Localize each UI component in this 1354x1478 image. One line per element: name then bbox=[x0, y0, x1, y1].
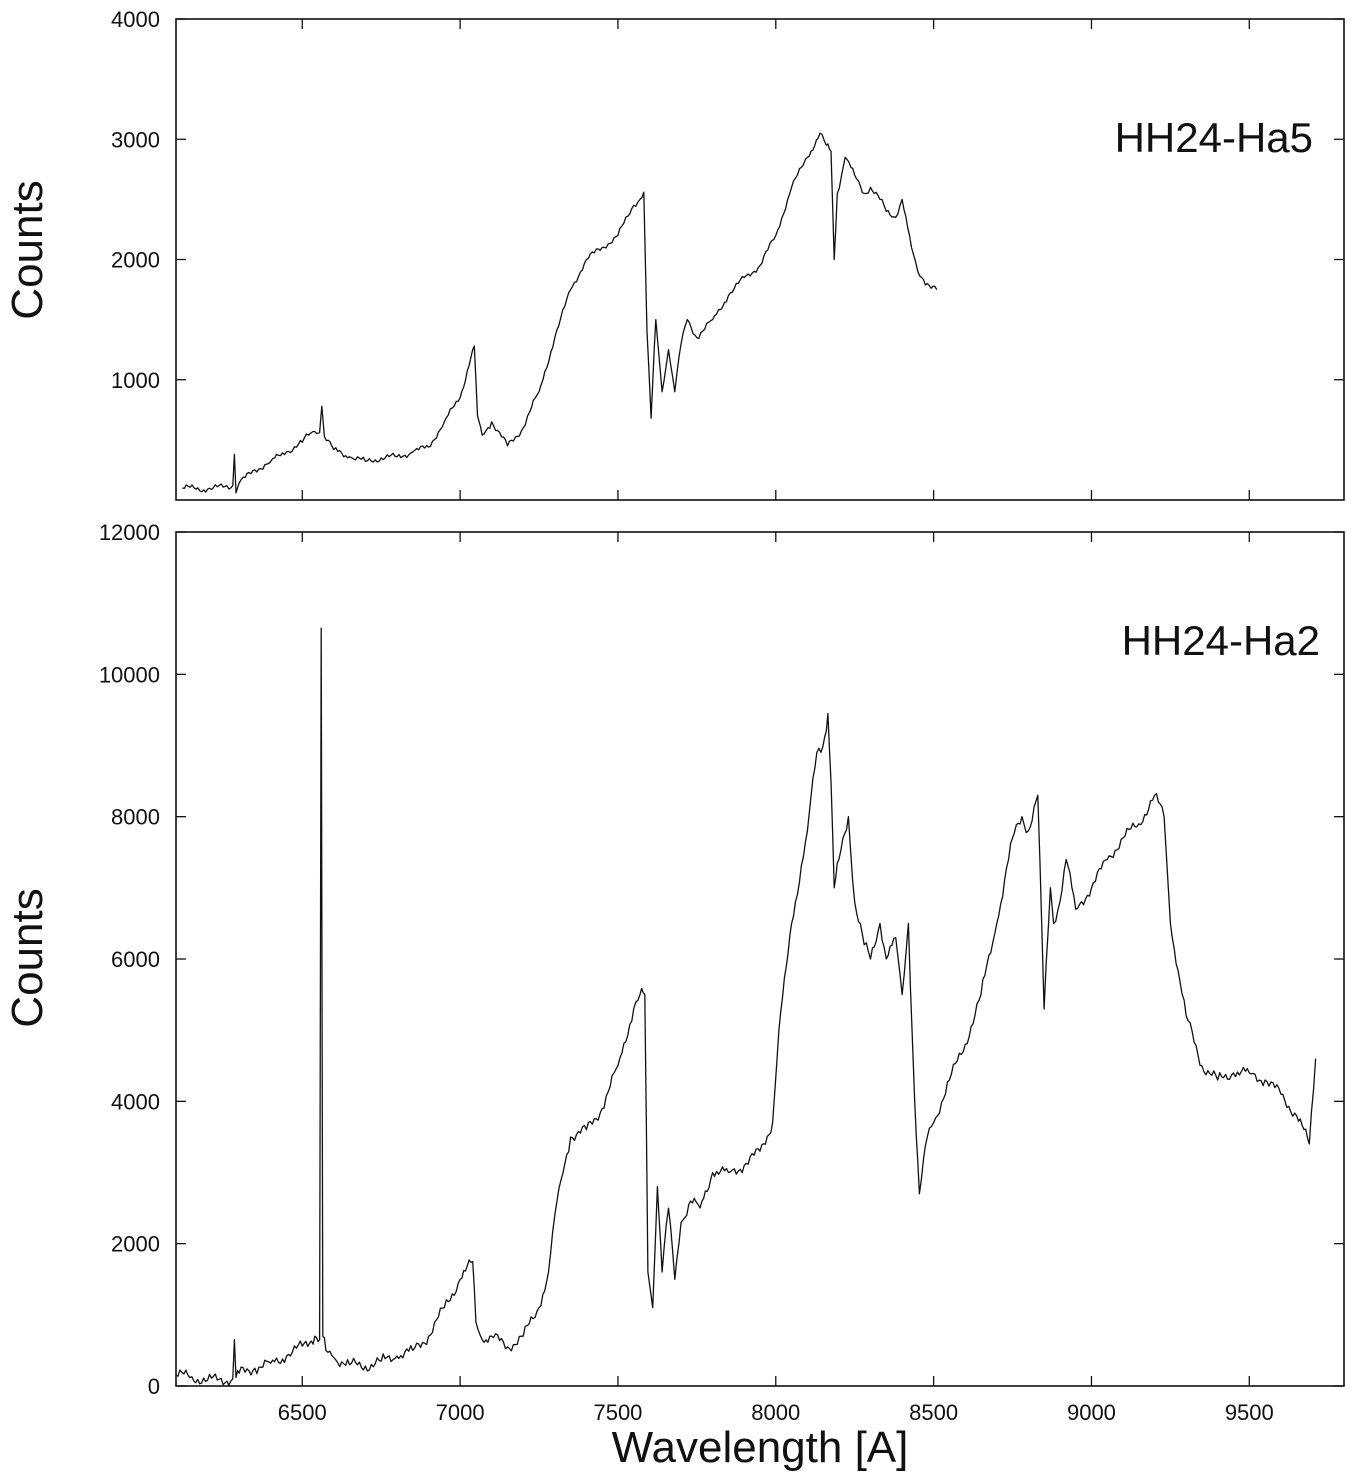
x-tick-label: 8000 bbox=[751, 1400, 800, 1425]
top-panel-label: HH24-Ha5 bbox=[1115, 114, 1313, 161]
bottom-x-tick-labels: 6500 7000 7500 8000 8500 9000 9500 bbox=[278, 1400, 1274, 1425]
y-tick-label: 4000 bbox=[111, 1089, 160, 1114]
x-tick-label: 9000 bbox=[1067, 1400, 1116, 1425]
y-tick-label: 6000 bbox=[111, 947, 160, 972]
y-tick-label: 10000 bbox=[99, 662, 160, 687]
bottom-y-axis-title: Counts bbox=[3, 888, 52, 1027]
y-tick-label: 2000 bbox=[111, 1232, 160, 1257]
y-tick-label: 2000 bbox=[111, 248, 160, 273]
top-y-axis-title: Counts bbox=[3, 180, 52, 319]
y-tick-label: 0 bbox=[148, 1374, 160, 1399]
bottom-y-tick-labels: 0 2000 4000 6000 8000 10000 12000 bbox=[99, 520, 160, 1399]
y-tick-label: 12000 bbox=[99, 520, 160, 545]
x-tick-label: 6500 bbox=[278, 1400, 327, 1425]
y-tick-label: 8000 bbox=[111, 805, 160, 830]
x-axis-title: Wavelength [A] bbox=[612, 1423, 909, 1472]
y-tick-label: 1000 bbox=[111, 368, 160, 393]
x-tick-label: 8500 bbox=[909, 1400, 958, 1425]
x-tick-label: 7000 bbox=[436, 1400, 485, 1425]
top-y-tick-labels: 1000 2000 3000 4000 bbox=[111, 7, 160, 393]
top-plot-frame bbox=[175, 18, 1345, 501]
bottom-spectrum-panel: 0 2000 4000 6000 8000 10000 12000 6500 7000 7500… bbox=[3, 520, 1345, 1472]
x-tick-label: 9500 bbox=[1225, 1400, 1274, 1425]
bottom-spectrum-line bbox=[175, 627, 1317, 1387]
bottom-ticks bbox=[176, 531, 1344, 1387]
y-tick-label: 4000 bbox=[111, 7, 160, 32]
top-spectrum-panel: 1000 2000 3000 4000 HH24-Ha5 Counts bbox=[3, 7, 1345, 501]
top-ticks bbox=[176, 18, 1344, 500]
x-tick-label: 7500 bbox=[593, 1400, 642, 1425]
top-spectrum-line bbox=[182, 132, 938, 494]
bottom-panel-label: HH24-Ha2 bbox=[1122, 617, 1320, 664]
y-tick-label: 3000 bbox=[111, 127, 160, 152]
